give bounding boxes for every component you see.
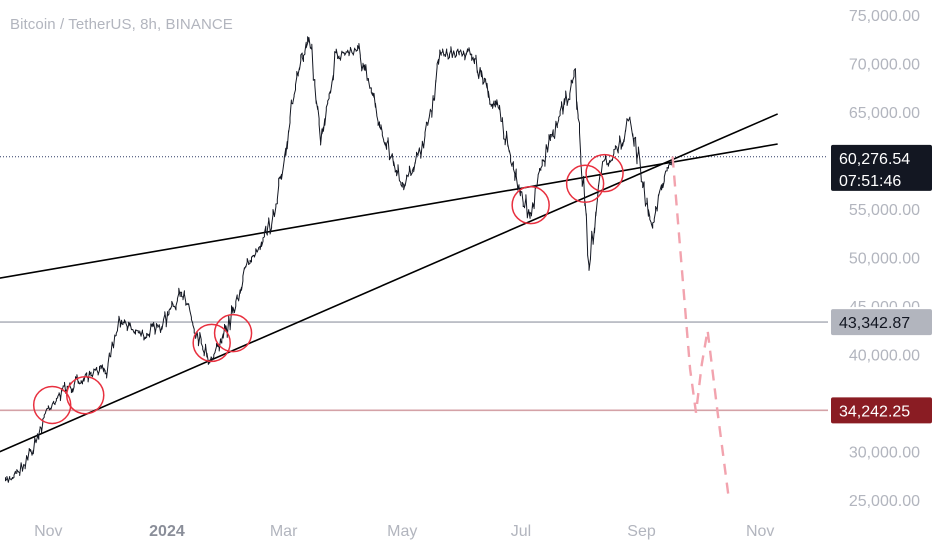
y-tick-label: 50,000.00 bbox=[849, 251, 920, 268]
y-tick-label: 70,000.00 bbox=[849, 57, 920, 74]
circle-annotation[interactable] bbox=[32, 385, 72, 425]
chart-title: Bitcoin / TetherUS, 8h, BINANCE bbox=[10, 16, 233, 33]
y-tick-label: 40,000.00 bbox=[849, 348, 920, 365]
price-line-label: 34,242.25 bbox=[839, 403, 910, 420]
x-tick-label: May bbox=[387, 523, 417, 540]
projection-layer bbox=[671, 156, 731, 501]
x-tick-label: Jul bbox=[511, 523, 531, 540]
current-price-label-bg bbox=[831, 144, 932, 191]
x-tick-label: 2024 bbox=[149, 523, 185, 540]
trendline-layer bbox=[0, 113, 778, 454]
price-series-line bbox=[5, 36, 674, 483]
x-axis: Nov 2024 Mar May Jul Sep Nov bbox=[34, 523, 774, 540]
y-tick-label: 75,000.00 bbox=[849, 8, 920, 25]
y-tick-label: 65,000.00 bbox=[849, 105, 920, 122]
y-tick-label: 25,000.00 bbox=[849, 493, 920, 510]
projection-path[interactable] bbox=[671, 156, 731, 501]
price-series-layer bbox=[5, 36, 674, 483]
x-tick-label: Mar bbox=[270, 523, 298, 540]
circle-annotation[interactable] bbox=[565, 164, 605, 204]
price-line-label-bg bbox=[831, 309, 932, 336]
circle-annotation[interactable] bbox=[213, 313, 253, 353]
price-line-layer bbox=[0, 156, 828, 412]
trendline[interactable] bbox=[0, 113, 778, 454]
price-label-layer: 60,383.9443,342.8734,242.2560,276.5407:5… bbox=[828, 141, 932, 426]
x-tick-label: Sep bbox=[627, 523, 656, 540]
circle-annotation-layer bbox=[32, 153, 624, 425]
y-tick-label: 55,000.00 bbox=[849, 202, 920, 219]
current-price-label: 60,276.54 bbox=[839, 151, 910, 168]
price-line-label: 43,342.87 bbox=[839, 315, 910, 332]
y-axis: 75,000.00 70,000.00 65,000.00 55,000.00 50,0… bbox=[849, 8, 920, 510]
y-tick-label: 30,000.00 bbox=[849, 445, 920, 462]
trendline[interactable] bbox=[0, 143, 778, 279]
price-line-label-bg bbox=[831, 397, 932, 424]
circle-annotation[interactable] bbox=[585, 153, 624, 193]
circle-annotation[interactable] bbox=[192, 323, 231, 363]
x-tick-label: Nov bbox=[34, 523, 62, 540]
x-tick-label: Nov bbox=[746, 523, 774, 540]
countdown-label: 07:51:46 bbox=[839, 173, 901, 190]
circle-annotation[interactable] bbox=[66, 375, 105, 415]
circle-annotation[interactable] bbox=[511, 185, 550, 225]
